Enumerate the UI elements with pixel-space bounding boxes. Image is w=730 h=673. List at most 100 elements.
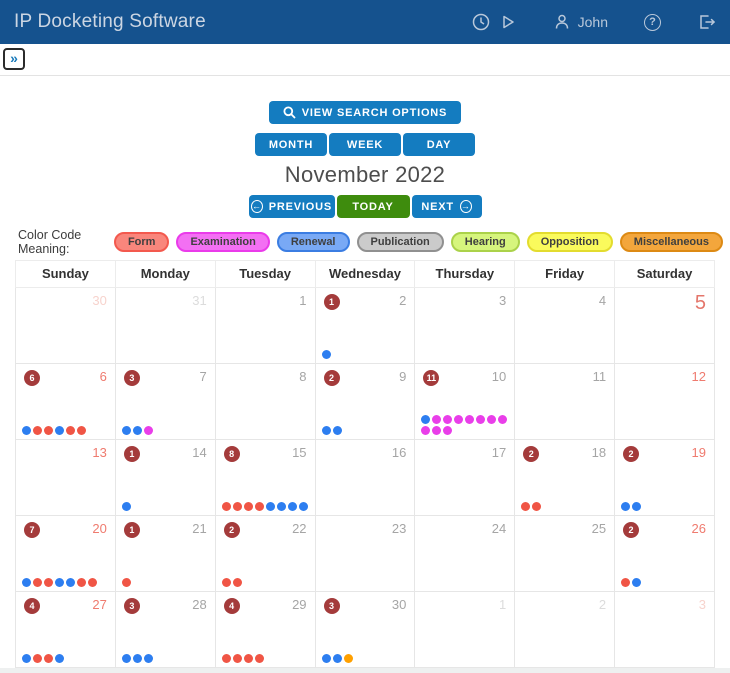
today-button[interactable]: TODAY bbox=[336, 195, 410, 218]
event-dot-red[interactable] bbox=[44, 578, 53, 587]
calendar-day-cell[interactable]: 12 bbox=[614, 363, 715, 440]
event-dot-red[interactable] bbox=[44, 654, 53, 663]
event-dot-blue[interactable] bbox=[421, 415, 431, 424]
view-search-options-button[interactable]: VIEW SEARCH OPTIONS bbox=[268, 101, 462, 124]
calendar-day-cell[interactable]: 8 15 bbox=[214, 439, 316, 516]
event-dot-blue[interactable] bbox=[55, 654, 64, 663]
calendar-day-cell[interactable]: 13 bbox=[15, 439, 116, 516]
event-dot-red[interactable] bbox=[232, 502, 242, 511]
event-dot-red[interactable] bbox=[77, 578, 86, 587]
event-dot-blue[interactable] bbox=[332, 654, 342, 663]
event-dot-red[interactable] bbox=[532, 502, 542, 511]
event-dot-red[interactable] bbox=[33, 578, 42, 587]
calendar-day-cell[interactable]: 1 21 bbox=[114, 515, 216, 592]
calendar-day-cell[interactable]: 1 14 bbox=[114, 439, 216, 516]
event-dot-red[interactable] bbox=[77, 426, 86, 435]
calendar-day-cell[interactable]: 2 bbox=[514, 591, 616, 668]
calendar-day-cell[interactable]: 24 bbox=[414, 515, 516, 592]
event-dot-magenta[interactable] bbox=[476, 415, 486, 424]
event-dot-magenta[interactable] bbox=[421, 426, 431, 435]
event-dot-blue[interactable] bbox=[321, 654, 331, 663]
event-dot-red[interactable] bbox=[521, 502, 531, 511]
event-dot-blue[interactable] bbox=[55, 578, 64, 587]
calendar-day-cell[interactable]: 3 28 bbox=[114, 591, 216, 668]
calendar-day-cell[interactable]: 3 bbox=[614, 591, 715, 668]
calendar-day-cell[interactable]: 2 19 bbox=[614, 439, 715, 516]
event-dot-blue[interactable] bbox=[22, 426, 31, 435]
event-dot-blue[interactable] bbox=[321, 426, 331, 435]
event-dot-magenta[interactable] bbox=[487, 415, 497, 424]
calendar-day-cell[interactable]: 3 30 bbox=[314, 591, 416, 668]
calendar-day-cell[interactable]: 4 29 bbox=[214, 591, 316, 668]
event-dot-magenta[interactable] bbox=[454, 415, 464, 424]
event-dot-red[interactable] bbox=[243, 654, 253, 663]
event-dot-magenta[interactable] bbox=[443, 415, 453, 424]
event-dot-blue[interactable] bbox=[132, 654, 142, 663]
event-dot-blue[interactable] bbox=[121, 654, 131, 663]
month-view-button[interactable]: MONTH bbox=[255, 133, 327, 156]
event-dot-red[interactable] bbox=[221, 502, 231, 511]
event-dot-blue[interactable] bbox=[632, 578, 642, 587]
calendar-day-cell[interactable]: 5 bbox=[614, 287, 715, 364]
week-view-button[interactable]: WEEK bbox=[329, 133, 401, 156]
day-view-button[interactable]: DAY bbox=[403, 133, 475, 156]
calendar-day-cell[interactable]: 3 bbox=[414, 287, 516, 364]
event-dot-red[interactable] bbox=[88, 578, 97, 587]
event-dot-blue[interactable] bbox=[121, 426, 131, 435]
event-dot-blue[interactable] bbox=[298, 502, 308, 511]
event-dot-magenta[interactable] bbox=[432, 415, 442, 424]
event-dot-red[interactable] bbox=[33, 426, 42, 435]
play-icon[interactable] bbox=[499, 13, 517, 31]
event-dot-blue[interactable] bbox=[132, 426, 142, 435]
logout-icon[interactable] bbox=[697, 13, 716, 31]
sidebar-expand-button[interactable]: » bbox=[3, 48, 25, 70]
calendar-day-cell[interactable]: 16 bbox=[314, 439, 416, 516]
event-dot-red[interactable] bbox=[33, 654, 42, 663]
calendar-day-cell[interactable]: 2 26 bbox=[614, 515, 715, 592]
event-dot-red[interactable] bbox=[232, 654, 242, 663]
event-dot-blue[interactable] bbox=[121, 502, 131, 511]
next-button[interactable]: NEXT → bbox=[411, 195, 482, 218]
event-dot-blue[interactable] bbox=[55, 426, 64, 435]
calendar-day-cell[interactable]: 1 bbox=[214, 287, 316, 364]
event-dot-red[interactable] bbox=[221, 578, 231, 587]
calendar-day-cell[interactable]: 17 bbox=[414, 439, 516, 516]
event-dot-blue[interactable] bbox=[22, 578, 31, 587]
calendar-day-cell[interactable]: 23 bbox=[314, 515, 416, 592]
event-dot-blue[interactable] bbox=[143, 654, 153, 663]
event-dot-red[interactable] bbox=[243, 502, 253, 511]
event-dot-blue[interactable] bbox=[287, 502, 297, 511]
event-dot-blue[interactable] bbox=[332, 426, 342, 435]
calendar-day-cell[interactable]: 30 bbox=[15, 287, 116, 364]
calendar-day-cell[interactable]: 11 10 bbox=[414, 363, 516, 440]
calendar-day-cell[interactable]: 4 bbox=[514, 287, 616, 364]
event-dot-blue[interactable] bbox=[265, 502, 275, 511]
event-dot-red[interactable] bbox=[254, 654, 264, 663]
event-dot-blue[interactable] bbox=[22, 654, 31, 663]
event-dot-red[interactable] bbox=[221, 654, 231, 663]
calendar-day-cell[interactable]: 25 bbox=[514, 515, 616, 592]
event-dot-blue[interactable] bbox=[321, 350, 331, 359]
event-dot-red[interactable] bbox=[621, 578, 631, 587]
calendar-day-cell[interactable]: 1 bbox=[414, 591, 516, 668]
timer-icon[interactable] bbox=[471, 12, 491, 32]
calendar-day-cell[interactable]: 2 22 bbox=[214, 515, 316, 592]
event-dot-orange[interactable] bbox=[343, 654, 353, 663]
calendar-day-cell[interactable]: 11 bbox=[514, 363, 616, 440]
calendar-day-cell[interactable]: 7 20 bbox=[15, 515, 116, 592]
event-dot-blue[interactable] bbox=[632, 502, 642, 511]
event-dot-red[interactable] bbox=[121, 578, 131, 587]
previous-button[interactable]: ← PREVIOUS bbox=[248, 195, 335, 218]
event-dot-red[interactable] bbox=[44, 426, 53, 435]
event-dot-blue[interactable] bbox=[276, 502, 286, 511]
calendar-day-cell[interactable]: 31 bbox=[114, 287, 216, 364]
event-dot-red[interactable] bbox=[232, 578, 242, 587]
event-dot-blue[interactable] bbox=[621, 502, 631, 511]
calendar-day-cell[interactable]: 4 27 bbox=[15, 591, 116, 668]
event-dot-red[interactable] bbox=[254, 502, 264, 511]
event-dot-magenta[interactable] bbox=[443, 426, 453, 435]
